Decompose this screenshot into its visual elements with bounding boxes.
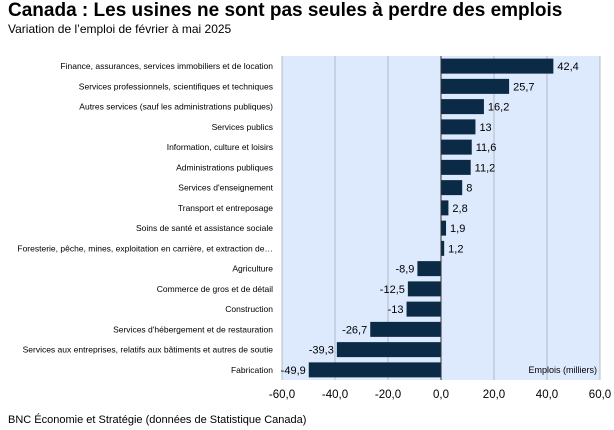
data-label: 1,9 (450, 223, 465, 235)
unit-label: Emplois (milliers) (528, 365, 597, 375)
data-label: 8 (466, 183, 472, 195)
data-label: -13 (388, 304, 404, 316)
grid-lines (281, 56, 601, 380)
x-axis-tick-labels: -60,0 -40,0 -20,0 0,0 20,0 40,0 60,0 (269, 389, 611, 401)
data-label: 42,4 (557, 61, 578, 73)
chart-title: Canada : Les usines ne sont pas seules à… (8, 0, 563, 21)
data-label: 25,7 (513, 81, 534, 93)
bar (308, 362, 441, 378)
bar (441, 200, 449, 216)
bars (308, 58, 554, 378)
x-tick-label: 60,0 (589, 389, 611, 401)
category-label: Services d'enseignement (178, 183, 273, 193)
bar (441, 159, 471, 175)
category-label: Services professionnels, scientifiques e… (79, 81, 273, 91)
data-label: 1,2 (448, 243, 463, 255)
bar (441, 180, 463, 196)
data-label: -49,9 (281, 365, 306, 377)
category-label: Construction (225, 304, 273, 314)
category-label: Agriculture (232, 264, 273, 274)
data-label: 11,2 (475, 162, 496, 174)
category-label: Foresterie, pêche, mines, exploitation e… (17, 243, 273, 253)
data-label: 16,2 (488, 102, 509, 114)
bar (441, 58, 554, 74)
data-labels: 42,4 25,7 16,2 13 11,6 11,28 2,8 1,9 1,2 -8,9 -12,… (281, 61, 579, 377)
x-tick-label: 0,0 (433, 389, 449, 401)
bar (441, 99, 484, 115)
bar (441, 119, 476, 135)
x-tick-label: -60,0 (269, 389, 295, 401)
data-label: 13 (479, 122, 491, 134)
chart-subtitle: Variation de l’emploi de février à mai 2… (8, 22, 232, 36)
source-note: BNC Économie et Stratégie (données de St… (8, 414, 307, 426)
bar (441, 240, 445, 256)
bar (407, 281, 441, 297)
category-label: Soins de santé et assistance sociale (136, 223, 273, 233)
category-labels: Finance, assurances, services immobilier… (17, 61, 273, 375)
bar (406, 301, 441, 317)
data-label: -39,3 (309, 345, 334, 357)
category-label: Commerce de gros et de détail (157, 284, 273, 294)
category-label: Information, culture et loisirs (167, 142, 273, 152)
category-label: Autres services (sauf les administration… (79, 102, 273, 112)
bar (370, 321, 441, 337)
category-label: Services publics (212, 122, 273, 132)
category-label: Services aux entreprises, relatifs aux b… (23, 345, 274, 355)
data-label: 11,6 (476, 142, 497, 154)
x-tick-label: 40,0 (536, 389, 558, 401)
x-tick-label: -20,0 (375, 389, 401, 401)
bar (336, 342, 441, 358)
bar (441, 220, 447, 236)
category-label: Fabrication (231, 365, 273, 375)
x-tick-label: 20,0 (483, 389, 505, 401)
x-tick-label: -40,0 (322, 389, 348, 401)
category-label: Administrations publiques (176, 162, 273, 172)
data-label: -8,9 (395, 264, 414, 276)
data-label: 2,8 (452, 203, 467, 215)
category-label: Finance, assurances, services immobilier… (60, 61, 273, 71)
category-label: Transport et entreposage (178, 203, 273, 213)
bar (441, 78, 510, 94)
data-label: -12,5 (380, 284, 405, 296)
bar (417, 261, 441, 277)
bar (441, 139, 472, 155)
data-label: -26,7 (342, 324, 367, 336)
category-label: Services d'hébergement et de restauratio… (113, 324, 273, 334)
